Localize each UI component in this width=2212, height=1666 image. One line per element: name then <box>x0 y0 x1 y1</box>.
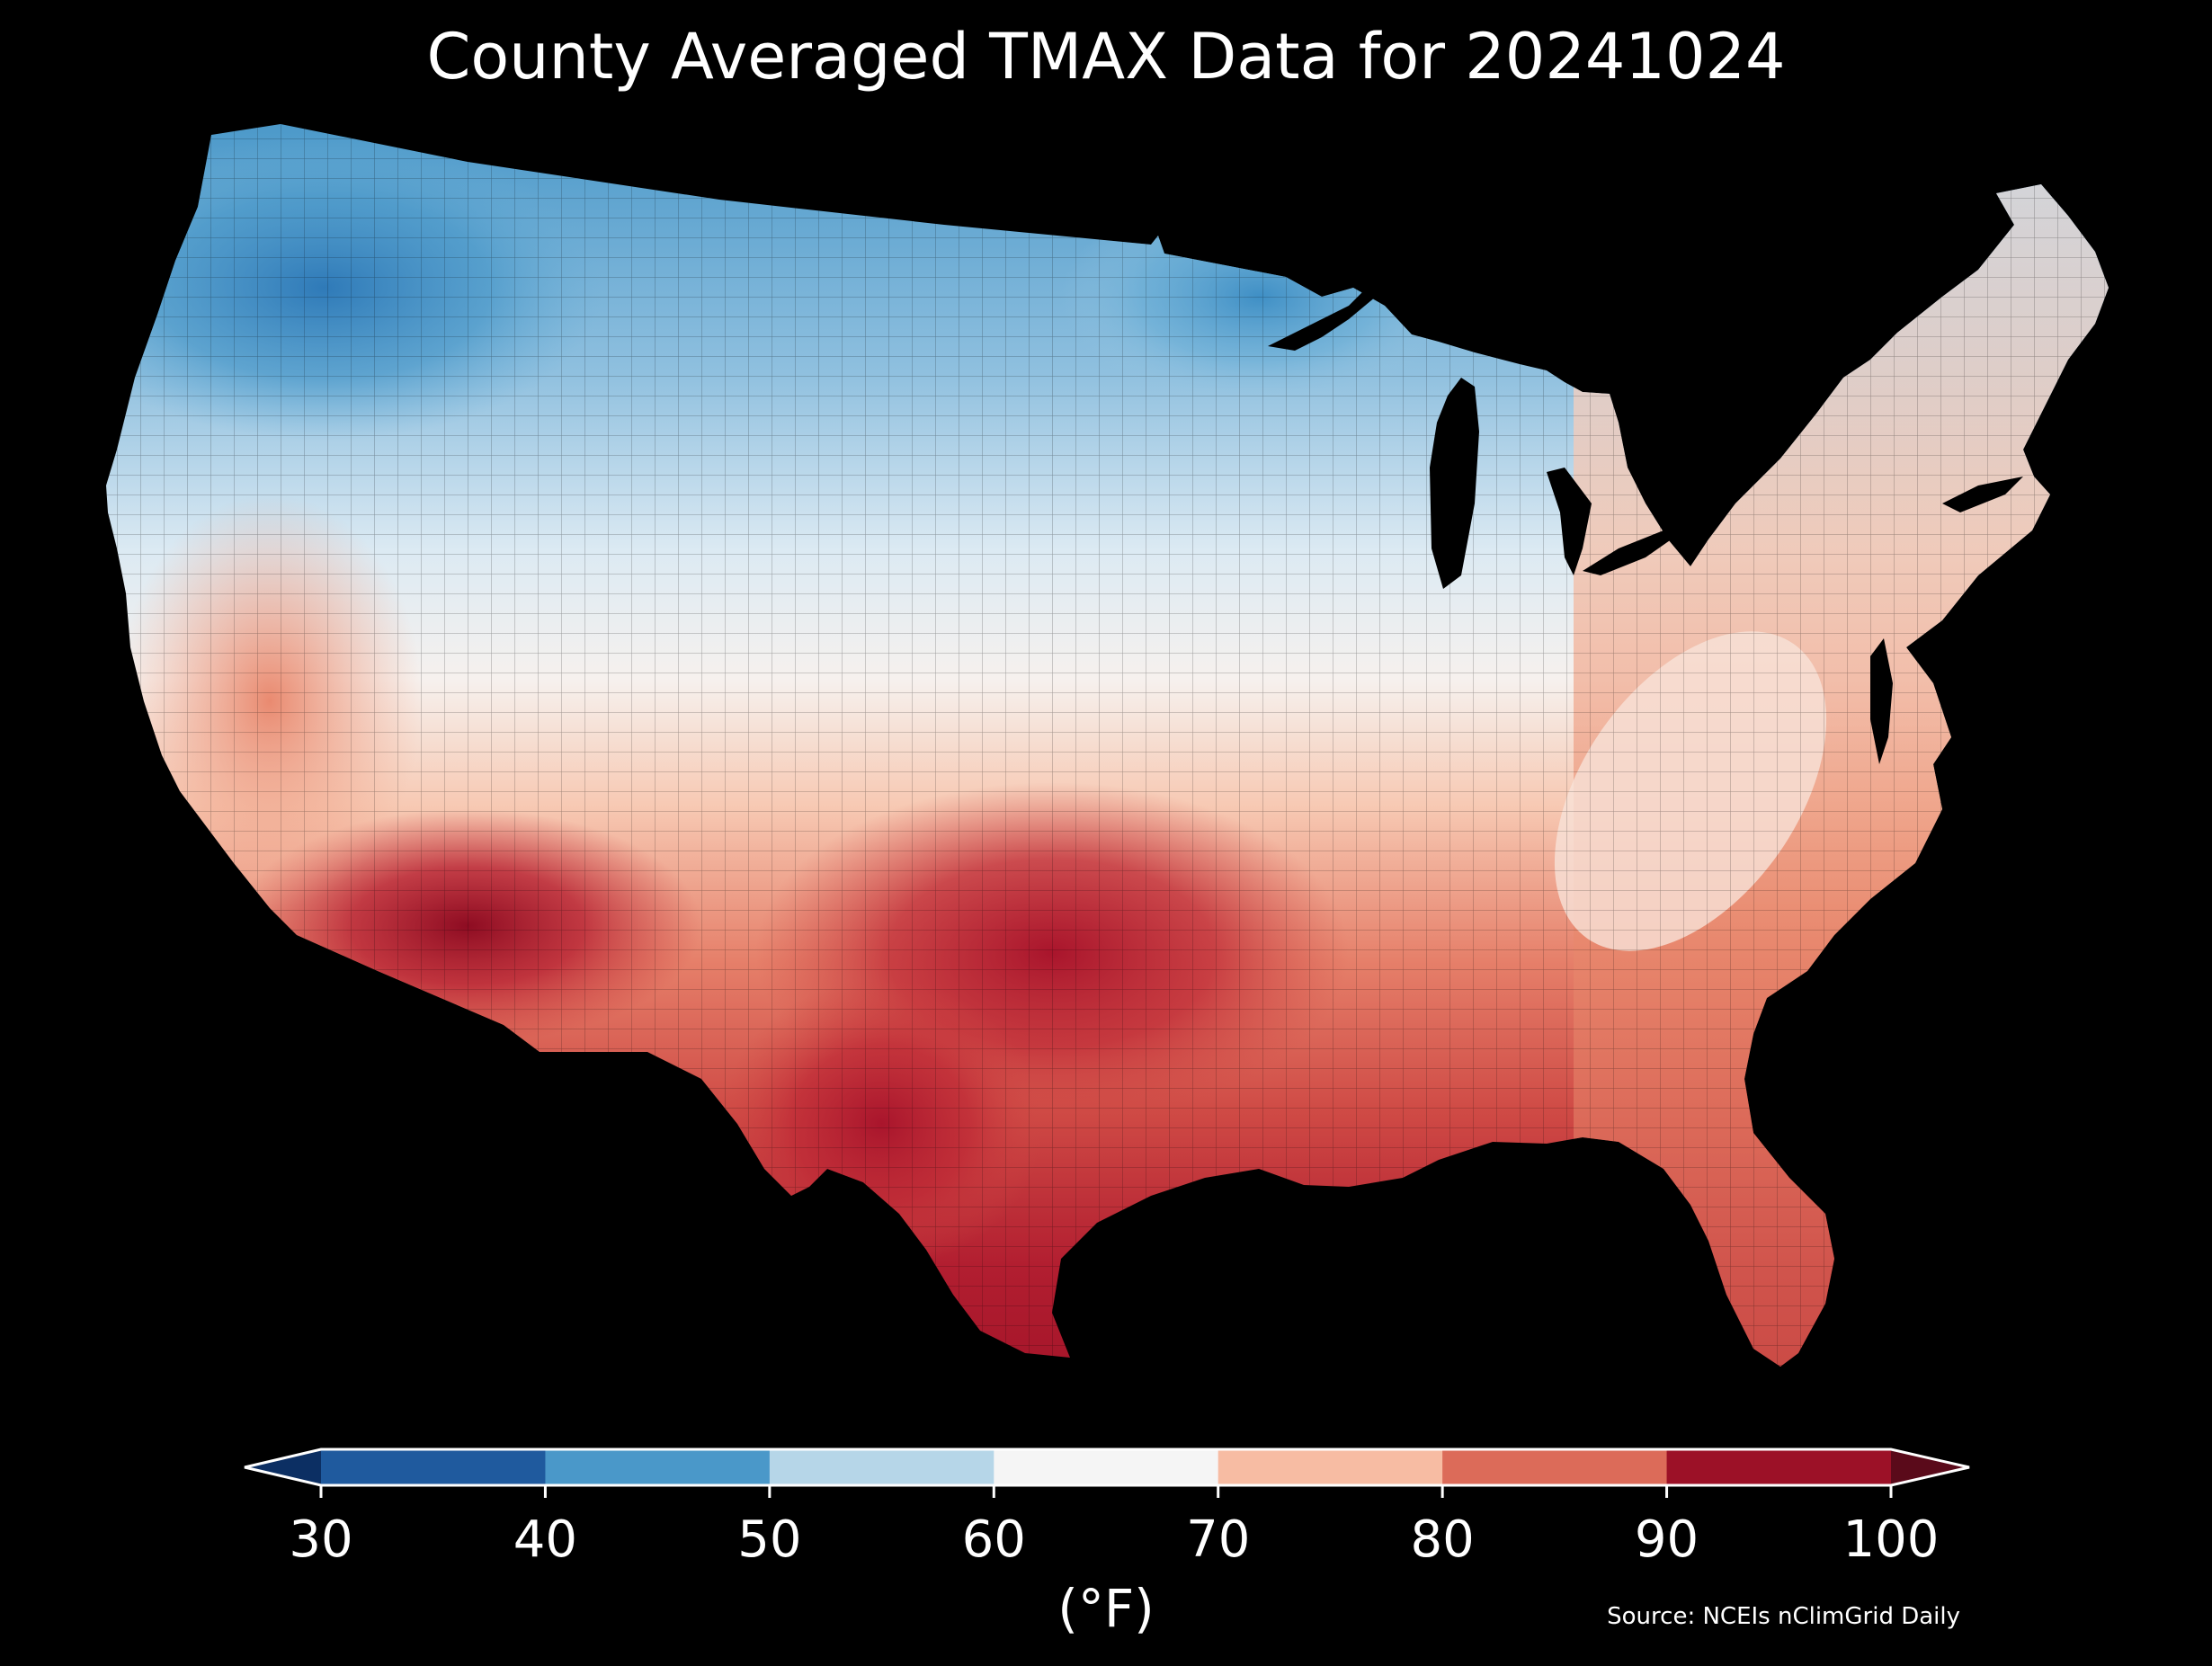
colorbar-bins <box>244 1448 1970 1498</box>
chesapeake-bay <box>1870 638 1893 764</box>
lake-huron <box>1547 468 1592 575</box>
lake-superior <box>1268 277 1389 351</box>
us-county-map <box>106 124 2109 1367</box>
colorbar-tick-label: 90 <box>1634 1510 1699 1569</box>
colorbar-unit-label: (°F) <box>1057 1578 1155 1639</box>
page-title: County Averaged TMAX Data for 20241024 <box>426 20 1786 94</box>
colorbar-bin-80-90 <box>1442 1449 1668 1485</box>
colorbar-tick-label: 30 <box>289 1510 353 1569</box>
lake-erie <box>1583 526 1690 575</box>
colorbar-bin-30-40 <box>321 1449 546 1485</box>
colorbar-bin-90-100 <box>1666 1449 1892 1485</box>
colorbar-extend-low <box>245 1449 321 1485</box>
long-island-sound <box>1942 477 2023 512</box>
colorbar-bin-40-50 <box>545 1449 771 1485</box>
colorbar-bin-70-80 <box>1217 1449 1443 1485</box>
temperature-field <box>106 124 2109 1367</box>
colorbar-tick-label: 70 <box>1186 1510 1251 1569</box>
colorbar-tick-label: 80 <box>1410 1510 1475 1569</box>
colorbar-bin-50-60 <box>769 1449 995 1485</box>
coast-inlets <box>1870 477 2023 764</box>
colorbar-tick-label: 60 <box>961 1510 1026 1569</box>
colorbar-outline <box>244 1448 1970 1487</box>
colorbar-extend-high <box>1891 1449 1969 1485</box>
source-note: Source: NCEIs nClimGrid Daily <box>1607 1603 1960 1630</box>
colorbar-tick-label: 40 <box>513 1510 578 1569</box>
colorbar-tick-label: 50 <box>737 1510 802 1569</box>
colorbar-tick-label: 100 <box>1842 1510 1940 1569</box>
colorbar-bin-60-70 <box>994 1449 1219 1485</box>
great-lakes <box>1268 277 1690 589</box>
lake-michigan <box>1430 378 1479 589</box>
